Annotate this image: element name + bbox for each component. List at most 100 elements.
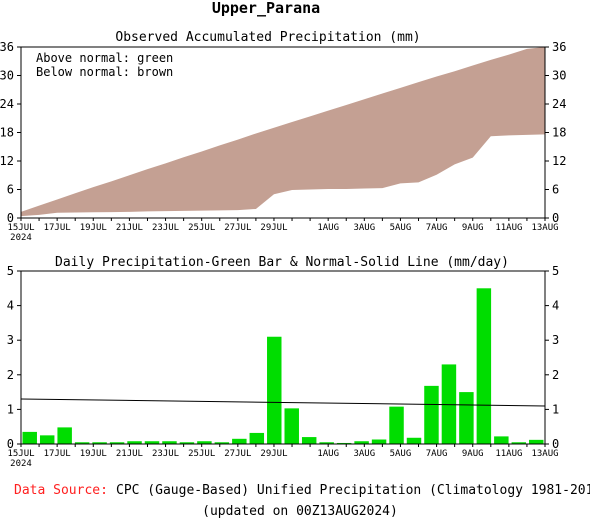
bottom-xtick-label: 13AUG bbox=[531, 449, 558, 459]
bottom-xtick-label: 5AUG bbox=[390, 449, 412, 459]
top-ytick-label-right: 30 bbox=[552, 69, 566, 83]
bottom-xtick-label: 19JUL bbox=[80, 449, 107, 459]
daily-bar bbox=[301, 437, 317, 444]
bottom-ytick-label-right: 1 bbox=[552, 402, 559, 416]
bottom-ytick-label-right: 2 bbox=[552, 368, 559, 382]
top-ytick-label-right: 24 bbox=[552, 97, 566, 111]
bottom-ytick-label-right: 3 bbox=[552, 333, 559, 347]
daily-bar bbox=[267, 336, 282, 444]
daily-bar bbox=[511, 442, 527, 444]
top-xtick-label: 19JUL bbox=[80, 223, 107, 233]
bottom-ytick-label-left: 4 bbox=[7, 299, 14, 313]
source-label-text: Data Source: bbox=[14, 483, 108, 498]
daily-bar bbox=[354, 441, 369, 444]
daily-bar bbox=[371, 439, 387, 444]
top-ytick-label-left: 36 bbox=[0, 40, 14, 54]
daily-bar bbox=[74, 442, 90, 444]
top-xtick-label: 13AUG bbox=[531, 223, 558, 233]
daily-bar bbox=[284, 408, 299, 444]
top-ytick-label-left: 24 bbox=[0, 97, 14, 111]
bottom-xtick-label: 9AUG bbox=[462, 449, 484, 459]
top-xtick-label: 17JUL bbox=[44, 223, 71, 233]
bottom-year-label: 2024 bbox=[10, 459, 32, 469]
daily-bar bbox=[389, 406, 404, 444]
bottom-ytick-label-left: 1 bbox=[7, 402, 14, 416]
legend-above-normal: Above normal: green bbox=[36, 51, 173, 65]
daily-bar bbox=[92, 442, 107, 444]
daily-bar bbox=[127, 441, 142, 444]
top-chart-title: Observed Accumulated Precipitation (mm) bbox=[115, 30, 420, 45]
bottom-xtick-label: 7AUG bbox=[426, 449, 448, 459]
below-normal-area bbox=[21, 47, 545, 217]
daily-bar bbox=[144, 441, 160, 444]
top-ytick-label-left: 6 bbox=[7, 183, 14, 197]
daily-bar bbox=[22, 431, 37, 444]
bottom-xtick-label: 25JUL bbox=[188, 449, 215, 459]
legend-below-normal: Below normal: brown bbox=[36, 65, 173, 79]
bottom-xtick-label: 15JUL bbox=[7, 449, 34, 459]
daily-bar bbox=[232, 438, 247, 444]
top-ytick-label-right: 0 bbox=[552, 211, 559, 225]
daily-bar bbox=[179, 442, 195, 444]
daily-bar bbox=[39, 435, 55, 444]
daily-plot bbox=[20, 288, 546, 444]
bottom-xtick-label: 1AUG bbox=[317, 449, 339, 459]
daily-bar bbox=[459, 392, 474, 444]
bottom-xtick-label: 3AUG bbox=[353, 449, 375, 459]
top-xtick-label: 25JUL bbox=[188, 223, 215, 233]
bottom-ytick-label-left: 5 bbox=[7, 264, 14, 278]
top-ytick-label-left: 0 bbox=[7, 211, 14, 225]
top-xtick-label: 11AUG bbox=[495, 223, 522, 233]
top-xtick-label: 15JUL bbox=[7, 223, 34, 233]
bottom-ytick-label-right: 5 bbox=[552, 264, 559, 278]
top-xtick-label: 21JUL bbox=[116, 223, 143, 233]
daily-bar bbox=[197, 441, 212, 444]
top-xtick-label: 1AUG bbox=[317, 223, 339, 233]
top-ytick-label-right: 6 bbox=[552, 183, 559, 197]
daily-bar bbox=[319, 442, 334, 444]
normal-line bbox=[20, 398, 546, 407]
top-year-label: 2024 bbox=[10, 233, 32, 243]
bottom-xtick-label: 17JUL bbox=[44, 449, 71, 459]
bottom-ytick-label-left: 2 bbox=[7, 368, 14, 382]
daily-bar bbox=[336, 442, 352, 444]
top-ytick-label-right: 36 bbox=[552, 40, 566, 54]
daily-bar bbox=[109, 442, 125, 444]
top-ytick-label-left: 12 bbox=[0, 154, 14, 168]
updated-text: (updated on 00Z13AUG2024) bbox=[202, 504, 398, 518]
bottom-chart-title: Daily Precipitation-Green Bar & Normal-S… bbox=[55, 255, 509, 270]
top-ytick-label-right: 12 bbox=[552, 154, 566, 168]
daily-bar bbox=[162, 441, 177, 444]
page-title: Upper_Parana bbox=[212, 0, 320, 17]
top-xtick-label: 7AUG bbox=[426, 223, 448, 233]
bottom-xtick-label: 21JUL bbox=[116, 449, 143, 459]
bottom-ytick-label-right: 4 bbox=[552, 299, 559, 313]
top-ytick-label-left: 18 bbox=[0, 126, 14, 140]
daily-bar bbox=[406, 437, 422, 444]
daily-bar bbox=[249, 432, 265, 444]
daily-bar bbox=[529, 439, 544, 444]
accumulated-plot bbox=[21, 47, 545, 217]
daily-bar bbox=[424, 385, 439, 444]
top-ytick-label-left: 30 bbox=[0, 69, 14, 83]
daily-bar bbox=[494, 436, 509, 444]
top-ytick-label-right: 18 bbox=[552, 126, 566, 140]
bottom-ytick-label-right: 0 bbox=[552, 437, 559, 451]
bottom-xtick-label: 11AUG bbox=[495, 449, 522, 459]
top-xtick-label: 27JUL bbox=[224, 223, 251, 233]
daily-bar bbox=[214, 442, 230, 444]
daily-bar bbox=[476, 288, 492, 444]
bottom-xtick-label: 27JUL bbox=[224, 449, 251, 459]
bottom-ytick-label-left: 0 bbox=[7, 437, 14, 451]
top-xtick-label: 29JUL bbox=[260, 223, 287, 233]
top-xtick-label: 9AUG bbox=[462, 223, 484, 233]
daily-bar bbox=[57, 427, 72, 444]
top-xtick-label: 23JUL bbox=[152, 223, 179, 233]
bottom-plot-frame bbox=[20, 270, 546, 445]
top-xtick-label: 3AUG bbox=[353, 223, 375, 233]
bottom-xtick-label: 23JUL bbox=[152, 449, 179, 459]
bottom-xtick-label: 29JUL bbox=[260, 449, 287, 459]
